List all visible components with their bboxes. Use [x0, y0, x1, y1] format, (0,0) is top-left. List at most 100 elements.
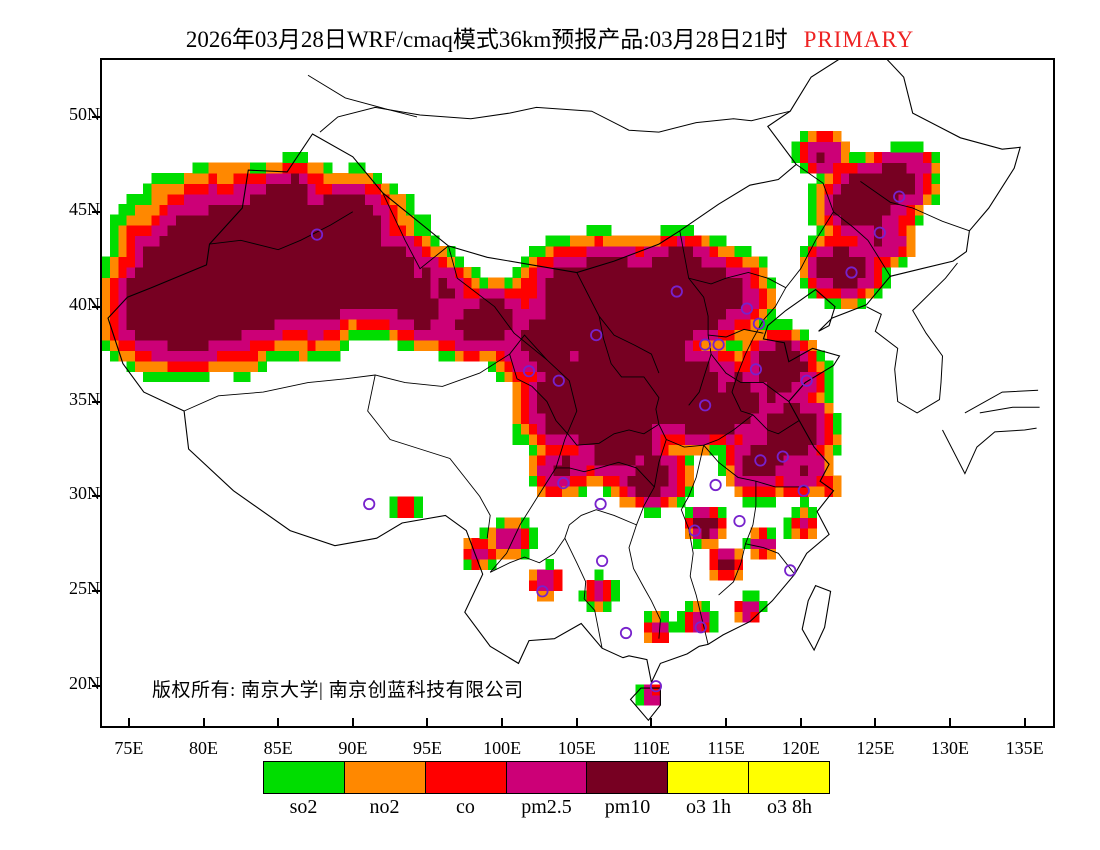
grid-cell-pm2-5	[446, 298, 456, 310]
city-site-marker[interactable]	[694, 621, 707, 634]
city-site-marker[interactable]	[310, 228, 324, 241]
grid-cell-pm10	[216, 319, 226, 331]
grid-cell-pm10	[151, 256, 161, 268]
city-site-marker[interactable]	[649, 680, 663, 693]
grid-cell-pm10	[389, 256, 399, 268]
city-site-marker[interactable]	[797, 484, 810, 497]
grid-cell-so2	[455, 256, 464, 268]
grid-cell-co	[126, 225, 136, 237]
grid-cell-pm10	[175, 225, 185, 237]
grid-cell-pm10	[841, 193, 850, 205]
grid-cell-pm10	[586, 371, 596, 383]
city-site-marker[interactable]	[590, 328, 603, 342]
grid-cell-pm10	[906, 183, 916, 195]
grid-cell-pm10	[307, 256, 317, 268]
river-line	[307, 74, 418, 118]
grid-cell-no2	[865, 287, 875, 299]
grid-cell-pm2-5	[594, 579, 604, 591]
city-site-marker[interactable]	[557, 476, 570, 490]
city-site-marker[interactable]	[893, 190, 906, 203]
grid-cell-pm10	[619, 339, 629, 351]
grid-cell-so2	[660, 225, 670, 237]
legend-swatch-co[interactable]	[425, 762, 507, 793]
city-site-marker[interactable]	[536, 585, 549, 598]
grid-cell-so2	[882, 277, 891, 289]
city-site-marker[interactable]	[740, 302, 754, 315]
legend-swatch-so2[interactable]	[264, 762, 345, 793]
city-site-marker[interactable]	[363, 497, 376, 511]
grid-cell-no2	[652, 235, 661, 247]
legend-swatch-o3-8h[interactable]	[749, 762, 830, 793]
grid-cell-pm10	[323, 308, 333, 320]
grid-cell-pm10	[233, 225, 243, 237]
grid-cell-pm2-5	[750, 433, 760, 445]
grid-cell-pm10	[726, 298, 735, 310]
grid-cell-pm10	[857, 193, 867, 205]
grid-cell-pm10	[561, 329, 571, 341]
city-site-marker[interactable]	[522, 365, 536, 378]
grid-cell-pm10	[611, 402, 620, 414]
grid-cell-pm10	[422, 287, 432, 299]
legend-swatch-pm10[interactable]	[587, 762, 669, 793]
grid-cell-so2	[602, 600, 612, 612]
city-site-marker[interactable]	[784, 564, 797, 577]
grid-cell-so2	[742, 590, 752, 602]
city-site-marker[interactable]	[754, 454, 767, 467]
city-site-marker[interactable]	[552, 374, 565, 387]
grid-cell-pm2-5	[627, 256, 637, 268]
grid-cell-pm2-5	[570, 454, 579, 466]
province-border	[564, 509, 637, 539]
grid-cell-pm10	[364, 277, 374, 289]
grid-cell-pm2-5	[750, 423, 760, 435]
grid-cell-pm2-5	[890, 245, 900, 257]
grid-cell-pm2-5	[906, 162, 916, 174]
grid-cell-pm2-5	[175, 204, 185, 216]
grid-cell-pm10	[668, 381, 678, 393]
grid-cell-co	[832, 235, 842, 247]
legend-swatch-o3-1h[interactable]	[668, 762, 750, 793]
x-tick-label: 100E	[483, 738, 522, 758]
grid-cell-pm2-5	[602, 465, 612, 477]
legend-swatch-pm2-5[interactable]	[506, 762, 588, 793]
grid-cell-pm10	[487, 308, 497, 320]
grid-cell-pm2-5	[849, 225, 859, 237]
city-site-marker[interactable]	[698, 399, 712, 412]
grid-cell-pm10	[635, 350, 645, 362]
city-site-marker[interactable]	[709, 478, 722, 492]
grid-cell-pm10	[545, 287, 555, 299]
grid-cell-pm10	[676, 277, 686, 289]
city-site-marker[interactable]	[698, 338, 712, 351]
city-site-marker[interactable]	[594, 497, 607, 511]
map-plot-frame[interactable]	[100, 58, 1055, 728]
grid-cell-pm10	[356, 214, 366, 226]
grid-cell-pm10	[192, 225, 202, 237]
city-site-marker[interactable]	[845, 266, 858, 279]
pollutant-field-layer	[102, 131, 941, 706]
grid-cell-so2	[397, 339, 407, 351]
city-site-marker[interactable]	[619, 626, 633, 640]
grid-cell-pm2-5	[496, 527, 505, 539]
grid-cell-pm10	[299, 256, 308, 268]
grid-cell-pm2-5	[340, 183, 349, 195]
grid-cell-pm2-5	[816, 412, 826, 424]
grid-cell-pm2-5	[865, 235, 875, 247]
city-site-marker[interactable]	[688, 524, 701, 537]
city-site-marker[interactable]	[749, 363, 763, 376]
grid-cell-co	[734, 433, 744, 445]
city-site-marker[interactable]	[712, 338, 725, 351]
city-site-marker[interactable]	[595, 554, 609, 567]
city-site-marker[interactable]	[873, 226, 886, 239]
grid-cell-pm2-5	[372, 193, 382, 205]
city-site-marker[interactable]	[752, 317, 766, 330]
grid-cell-pm10	[331, 245, 341, 257]
city-site-marker[interactable]	[800, 374, 813, 387]
legend-swatch-no2[interactable]	[344, 762, 426, 793]
grid-cell-pm10	[652, 319, 661, 331]
city-site-marker[interactable]	[670, 285, 683, 298]
grid-cell-pm10	[627, 298, 637, 310]
grid-cell-pm10	[693, 412, 703, 424]
grid-cell-pm2-5	[726, 433, 735, 445]
city-site-marker[interactable]	[776, 450, 789, 463]
city-site-marker[interactable]	[733, 514, 746, 528]
grid-cell-pm10	[561, 465, 571, 477]
